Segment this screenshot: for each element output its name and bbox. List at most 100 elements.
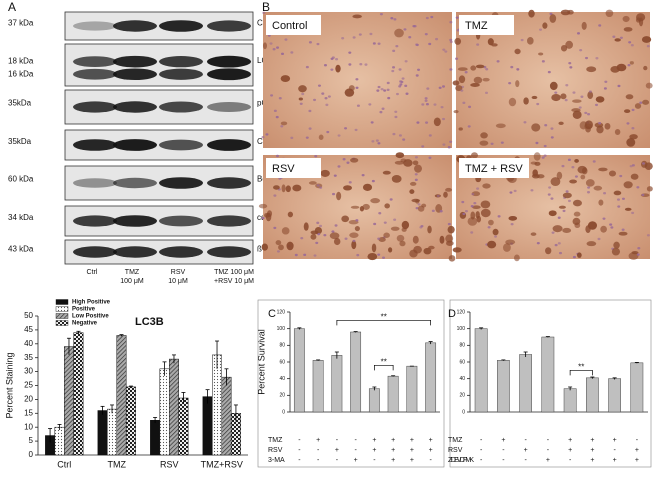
cell	[348, 51, 352, 54]
cell	[510, 222, 514, 226]
legend-swatch	[55, 306, 69, 312]
cell	[398, 85, 402, 88]
cell	[269, 42, 273, 45]
cell	[568, 61, 572, 65]
cell	[628, 41, 632, 44]
micrograph-label: TMZ + RSV	[465, 163, 523, 175]
cell	[629, 61, 634, 65]
cell	[342, 158, 346, 161]
cell	[400, 80, 404, 84]
cell	[349, 232, 359, 238]
cell	[626, 122, 630, 125]
cell	[595, 96, 605, 103]
cell	[565, 40, 573, 49]
condition-sign: -	[317, 447, 320, 454]
cell	[272, 47, 276, 51]
bar	[425, 342, 437, 413]
cell	[623, 181, 633, 189]
error-bar	[153, 417, 158, 424]
bar	[116, 335, 127, 456]
cell	[449, 21, 453, 24]
error-bar	[181, 392, 186, 404]
cell	[396, 234, 405, 242]
cell	[480, 208, 491, 218]
bar	[202, 396, 213, 456]
bracket-line	[374, 364, 394, 371]
cell	[515, 80, 520, 88]
cell	[567, 9, 574, 15]
error-bar	[162, 361, 167, 376]
bar	[406, 365, 418, 413]
error-bar	[568, 386, 573, 391]
cell	[468, 105, 472, 109]
cell	[508, 97, 517, 107]
cell	[584, 120, 593, 130]
error-bar	[297, 327, 302, 330]
cell	[573, 211, 581, 217]
cell	[530, 232, 537, 236]
micrograph-label: TMZ	[465, 20, 488, 32]
cell	[320, 169, 330, 177]
cell	[482, 183, 491, 189]
cell	[318, 134, 324, 140]
error-bar	[205, 389, 210, 404]
cell	[562, 192, 572, 199]
cell	[358, 33, 362, 36]
cell	[462, 101, 466, 105]
blot-band	[159, 56, 203, 68]
cell	[453, 110, 459, 114]
cell	[587, 113, 591, 116]
bar	[159, 368, 170, 456]
cell	[305, 65, 309, 69]
error-bar	[110, 404, 115, 414]
cell	[371, 140, 375, 143]
cell	[608, 170, 617, 177]
cell	[359, 62, 363, 66]
cell	[310, 234, 317, 240]
cell	[609, 223, 613, 226]
cell	[395, 92, 399, 96]
cell	[425, 16, 429, 20]
cell	[603, 192, 607, 195]
bar	[563, 388, 577, 413]
y-tick-label: 5	[29, 436, 34, 445]
cell	[610, 66, 620, 73]
cell	[614, 128, 621, 135]
cell	[356, 104, 360, 107]
chart-title: LC3B	[135, 316, 164, 328]
condition-sign: -	[354, 437, 357, 444]
cell	[414, 164, 422, 173]
y-tick-label: 120	[277, 309, 286, 315]
condition-sign: -	[373, 457, 376, 464]
condition-sign: +	[613, 437, 617, 444]
cell	[281, 227, 290, 235]
cell	[408, 36, 412, 39]
kda-label: 16 kDa	[8, 69, 34, 78]
cell	[617, 205, 621, 208]
cell	[433, 117, 441, 127]
significance-label: **	[381, 312, 387, 321]
cell	[550, 127, 554, 130]
micrograph-label-box	[266, 158, 321, 178]
cell	[473, 201, 477, 205]
cell	[394, 28, 404, 38]
cell	[381, 107, 385, 110]
cell	[449, 140, 453, 143]
cell	[636, 13, 646, 22]
blot-band	[113, 215, 157, 227]
legend-label: Negative	[72, 321, 98, 327]
blot-band	[73, 139, 117, 151]
cell	[538, 52, 544, 56]
condition-sign: +	[590, 437, 594, 444]
cell	[287, 211, 294, 218]
cell	[439, 210, 443, 213]
error-bar	[590, 376, 595, 379]
cell	[325, 103, 329, 107]
cell	[421, 145, 425, 148]
cell	[444, 50, 448, 53]
y-tick-label: 20	[459, 393, 465, 399]
cell	[355, 78, 359, 81]
cell	[612, 35, 616, 38]
cell	[435, 37, 439, 41]
cell	[623, 27, 633, 32]
